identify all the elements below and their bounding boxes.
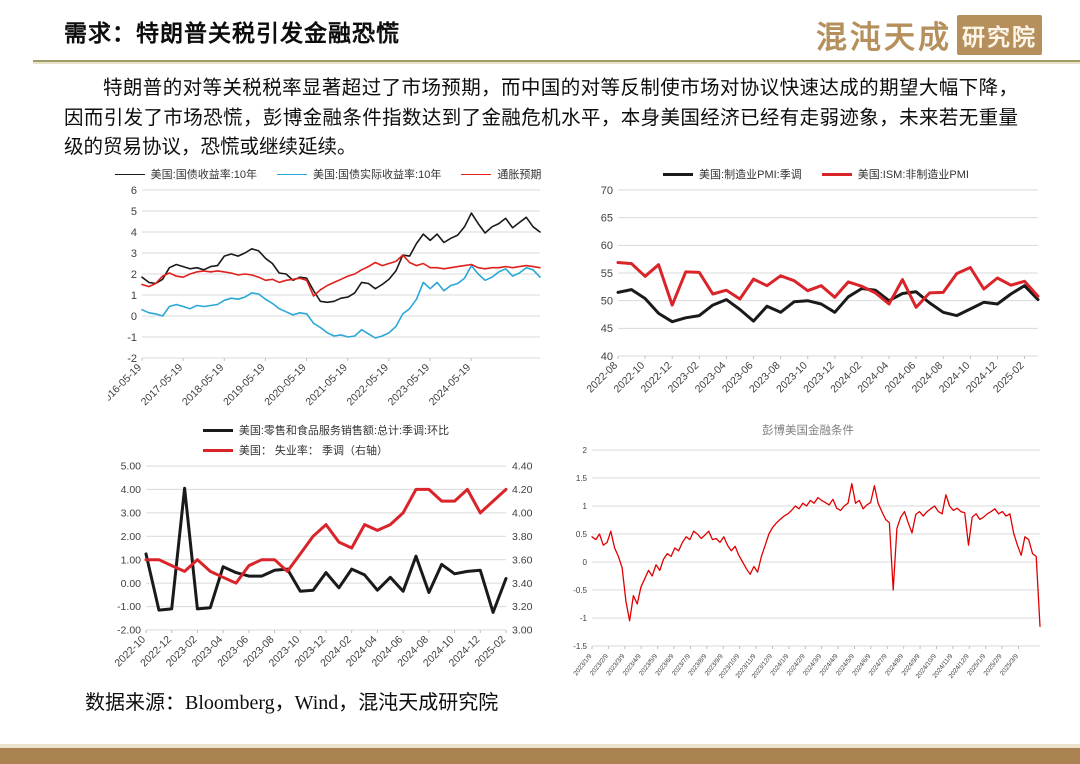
chart-legend: 美国:零售和食品服务销售额:总计:季调:环比 美国： 失业率： 季调（右轴） xyxy=(202,420,450,460)
page-title: 需求：特朗普关税引发金融恐慌 xyxy=(64,21,400,46)
svg-text:2022-05-19: 2022-05-19 xyxy=(345,362,392,409)
svg-text:-2: -2 xyxy=(127,353,137,365)
svg-text:4.00: 4.00 xyxy=(121,484,142,496)
legend-label: 美国:国债实际收益率:10年 xyxy=(313,169,442,181)
svg-text:2018-05-19: 2018-05-19 xyxy=(180,362,227,409)
svg-text:1: 1 xyxy=(131,290,137,302)
legend-item: 美国:制造业PMI:季调 xyxy=(663,166,802,182)
legend-line-icon xyxy=(663,172,694,176)
svg-text:4.20: 4.20 xyxy=(512,484,533,496)
svg-text:2016-05-19: 2016-05-19 xyxy=(108,362,144,409)
chart-legend: 美国:国债收益率:10年 美国:国债实际收益率:10年 通胀预期 xyxy=(108,164,548,184)
svg-text:1: 1 xyxy=(583,502,588,511)
svg-text:3.40: 3.40 xyxy=(512,578,533,590)
svg-text:-1: -1 xyxy=(127,332,137,344)
svg-text:0.00: 0.00 xyxy=(121,578,142,590)
chart-treasury-yields: 美国:国债收益率:10年 美国:国债实际收益率:10年 通胀预期 6 5 4 3 2 1 0 -1 -… xyxy=(98,164,548,416)
svg-text:2017-05-19: 2017-05-19 xyxy=(139,362,186,409)
footer-accent-line xyxy=(0,744,1080,748)
svg-text:6: 6 xyxy=(131,185,137,197)
legend-line-icon xyxy=(821,172,852,176)
svg-text:3.00: 3.00 xyxy=(121,508,142,520)
footer-gold-bar xyxy=(0,748,1080,764)
chart-canvas: 5.00 4.00 3.00 2.00 1.00 0.00 -1.00 -2.00 4.40 4.… xyxy=(112,461,533,670)
svg-text:2021-05-19: 2021-05-19 xyxy=(303,362,350,409)
legend-line-icon xyxy=(461,173,492,175)
svg-text:-1.00: -1.00 xyxy=(117,601,141,613)
svg-text:0: 0 xyxy=(131,311,137,323)
svg-text:2: 2 xyxy=(583,446,588,455)
legend-item: 美国:ISM:非制造业PMI xyxy=(821,166,969,182)
legend-label: 美国:ISM:非制造业PMI xyxy=(857,169,969,181)
brand-logo: 混沌天成 研究院 xyxy=(816,12,1042,57)
legend-label: 美国:制造业PMI:季调 xyxy=(699,169,802,181)
svg-text:2.00: 2.00 xyxy=(121,531,142,543)
svg-text:-1.5: -1.5 xyxy=(573,642,587,651)
legend-line-icon xyxy=(114,173,145,175)
svg-text:0.5: 0.5 xyxy=(576,530,588,539)
svg-text:3.80: 3.80 xyxy=(512,531,533,543)
svg-text:1.5: 1.5 xyxy=(576,474,588,483)
svg-text:4.00: 4.00 xyxy=(512,508,533,520)
chart-retail-unemployment: 美国:零售和食品服务销售额:总计:季调:环比 美国： 失业率： 季调（右轴） 5.0… xyxy=(100,420,552,686)
svg-text:5.00: 5.00 xyxy=(121,461,142,473)
chart-canvas: 21.510.50-0.5-1-1.52023/1/92023/2/92023/… xyxy=(572,446,1041,680)
svg-text:3.00: 3.00 xyxy=(512,625,533,637)
svg-text:-0.5: -0.5 xyxy=(573,586,587,595)
svg-text:2023-05-19: 2023-05-19 xyxy=(386,362,433,409)
svg-text:2020-05-19: 2020-05-19 xyxy=(262,362,309,409)
svg-text:5: 5 xyxy=(131,206,137,218)
brand-logo-seal: 研究院 xyxy=(957,14,1042,55)
legend-item: 美国:零售和食品服务销售额:总计:季调:环比 xyxy=(202,422,450,438)
svg-text:-1: -1 xyxy=(580,614,588,623)
svg-text:1.00: 1.00 xyxy=(121,554,142,566)
svg-text:2019-05-19: 2019-05-19 xyxy=(221,362,268,409)
legend-item: 美国:国债实际收益率:10年 xyxy=(277,166,441,182)
legend-label: 美国:零售和食品服务销售额:总计:季调:环比 xyxy=(238,425,450,437)
legend-item: 美国： 失业率： 季调（右轴） xyxy=(202,442,388,458)
chart-us-pmi: 美国:制造业PMI:季调 美国:ISM:非制造业PMI 70 65 60 55 50 45 40… xyxy=(582,164,1050,416)
chart-title: 彭博美国金融条件 xyxy=(762,425,854,437)
legend-label: 美国:国债收益率:10年 xyxy=(150,169,257,181)
svg-text:60: 60 xyxy=(601,240,613,252)
svg-text:3: 3 xyxy=(131,248,137,260)
svg-text:4.40: 4.40 xyxy=(512,461,533,473)
svg-text:2: 2 xyxy=(131,269,137,281)
svg-text:45: 45 xyxy=(601,323,613,335)
svg-text:0: 0 xyxy=(583,558,588,567)
svg-text:70: 70 xyxy=(601,185,613,197)
svg-text:3.20: 3.20 xyxy=(512,601,533,613)
svg-text:3.60: 3.60 xyxy=(512,554,533,566)
legend-item: 通胀预期 xyxy=(461,166,541,182)
svg-text:4: 4 xyxy=(131,227,137,239)
brand-logo-text: 混沌天成 xyxy=(816,20,952,55)
svg-text:-2.00: -2.00 xyxy=(117,625,141,637)
svg-text:55: 55 xyxy=(601,268,613,280)
svg-text:2024-05-19: 2024-05-19 xyxy=(427,362,474,409)
summary-paragraph: 特朗普的对等关税税率显著超过了市场预期，而中国的对等反制使市场对协议快速达成的期… xyxy=(64,78,1018,159)
svg-text:50: 50 xyxy=(601,296,613,308)
data-source-note: 数据来源：Bloomberg，Wind，混沌天成研究院 xyxy=(85,692,499,714)
header-divider xyxy=(33,60,1080,62)
legend-line-icon xyxy=(202,448,233,452)
chart-canvas: 6 5 4 3 2 1 0 -1 -22016-05-192017-05-192018-05-1… xyxy=(98,185,541,409)
chart-legend: 美国:制造业PMI:季调 美国:ISM:非制造业PMI xyxy=(582,164,1050,184)
svg-text:40: 40 xyxy=(601,351,613,363)
legend-label: 美国： 失业率： 季调（右轴） xyxy=(238,445,388,457)
svg-text:65: 65 xyxy=(601,213,613,225)
legend-line-icon xyxy=(202,428,233,432)
chart-canvas: 706560555045402022-082022-102022-122023-… xyxy=(584,185,1040,395)
chart-financial-conditions: 彭博美国金融条件 2 1.5 1 0.5 0 -0.5 -1 -1.5 2023/1/9 2023/… xyxy=(562,420,1054,690)
legend-label: 通胀预期 xyxy=(497,169,542,181)
legend-line-icon xyxy=(277,173,307,175)
legend-item: 美国:国债收益率:10年 xyxy=(114,166,257,182)
